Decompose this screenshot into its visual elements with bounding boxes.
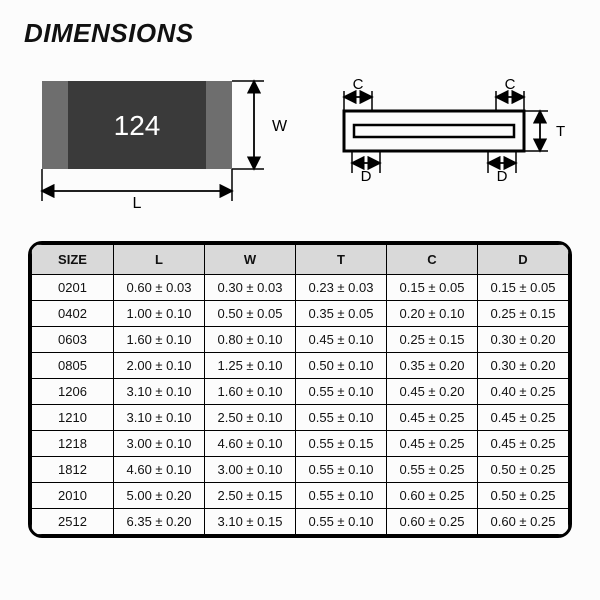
table-header-cell: W [205, 245, 296, 275]
table-cell: 0.25 ± 0.15 [478, 301, 569, 327]
table-cell: 1.60 ± 0.10 [205, 379, 296, 405]
dim-label-d-left: D [361, 168, 372, 185]
table-cell: 0.30 ± 0.03 [205, 275, 296, 301]
table-cell: 0402 [32, 301, 114, 327]
table-cell: 0805 [32, 353, 114, 379]
table-cell: 4.60 ± 0.10 [114, 457, 205, 483]
dim-label-l: L [133, 195, 142, 212]
chip-top-view: 124 W L [32, 63, 292, 213]
table-cell: 0.30 ± 0.20 [478, 353, 569, 379]
table-row: 20105.00 ± 0.202.50 ± 0.150.55 ± 0.100.6… [32, 483, 569, 509]
table-cell: 0.55 ± 0.10 [296, 483, 387, 509]
table-row: 18124.60 ± 0.103.00 ± 0.100.55 ± 0.100.5… [32, 457, 569, 483]
table-cell: 1206 [32, 379, 114, 405]
table-cell: 2.50 ± 0.10 [205, 405, 296, 431]
table-cell: 0.60 ± 0.25 [478, 509, 569, 535]
table-cell: 0.55 ± 0.10 [296, 379, 387, 405]
dim-label-d-right: D [497, 168, 508, 185]
table-cell: 2512 [32, 509, 114, 535]
table-cell: 3.00 ± 0.10 [114, 431, 205, 457]
table-header-row: SIZELWTCD [32, 245, 569, 275]
table-header-cell: L [114, 245, 205, 275]
dim-label-t: T [556, 123, 565, 140]
table-cell: 0.25 ± 0.15 [387, 327, 478, 353]
table-row: 12183.00 ± 0.104.60 ± 0.100.55 ± 0.150.4… [32, 431, 569, 457]
table-cell: 0.45 ± 0.10 [296, 327, 387, 353]
table-cell: 0.15 ± 0.05 [387, 275, 478, 301]
table-cell: 3.10 ± 0.10 [114, 379, 205, 405]
table-cell: 6.35 ± 0.20 [114, 509, 205, 535]
table-cell: 0.50 ± 0.25 [478, 483, 569, 509]
table-cell: 0.35 ± 0.20 [387, 353, 478, 379]
table-cell: 0.55 ± 0.10 [296, 509, 387, 535]
table-cell: 1210 [32, 405, 114, 431]
table-cell: 3.10 ± 0.10 [114, 405, 205, 431]
page-title: DIMENSIONS [24, 18, 576, 49]
table-cell: 0.80 ± 0.10 [205, 327, 296, 353]
table-header-cell: T [296, 245, 387, 275]
table-cell: 0.50 ± 0.25 [478, 457, 569, 483]
table-cell: 0.55 ± 0.10 [296, 405, 387, 431]
table-cell: 2010 [32, 483, 114, 509]
table-cell: 0.45 ± 0.25 [478, 405, 569, 431]
table-cell: 0.45 ± 0.25 [387, 405, 478, 431]
table-cell: 2.50 ± 0.15 [205, 483, 296, 509]
chip-label: 124 [114, 110, 161, 141]
dimension-diagram: 124 W L [24, 63, 576, 213]
table-cell: 0.60 ± 0.25 [387, 483, 478, 509]
table-row: 08052.00 ± 0.101.25 ± 0.100.50 ± 0.100.3… [32, 353, 569, 379]
table-cell: 0.55 ± 0.25 [387, 457, 478, 483]
table-cell: 0.60 ± 0.25 [387, 509, 478, 535]
chip-side-view: C C D D T [332, 63, 570, 213]
table-cell: 1218 [32, 431, 114, 457]
table-row: 12103.10 ± 0.102.50 ± 0.100.55 ± 0.100.4… [32, 405, 569, 431]
table-cell: 0201 [32, 275, 114, 301]
table-cell: 3.10 ± 0.15 [205, 509, 296, 535]
dim-label-c-right: C [505, 76, 516, 93]
table-cell: 0.45 ± 0.25 [478, 431, 569, 457]
table-cell: 1.25 ± 0.10 [205, 353, 296, 379]
table-cell: 0.23 ± 0.03 [296, 275, 387, 301]
table-cell: 1812 [32, 457, 114, 483]
table-cell: 0.60 ± 0.03 [114, 275, 205, 301]
table-row: 04021.00 ± 0.100.50 ± 0.050.35 ± 0.050.2… [32, 301, 569, 327]
table-cell: 0.50 ± 0.05 [205, 301, 296, 327]
table-cell: 0.45 ± 0.20 [387, 379, 478, 405]
table-cell: 1.00 ± 0.10 [114, 301, 205, 327]
table-header-cell: SIZE [32, 245, 114, 275]
table-cell: 0.50 ± 0.10 [296, 353, 387, 379]
dimensions-table: SIZELWTCD 02010.60 ± 0.030.30 ± 0.030.23… [31, 244, 569, 535]
table-row: 02010.60 ± 0.030.30 ± 0.030.23 ± 0.030.1… [32, 275, 569, 301]
table-cell: 0.45 ± 0.25 [387, 431, 478, 457]
table-cell: 4.60 ± 0.10 [205, 431, 296, 457]
table-header-cell: C [387, 245, 478, 275]
table-row: 25126.35 ± 0.203.10 ± 0.150.55 ± 0.100.6… [32, 509, 569, 535]
table-cell: 0.15 ± 0.05 [478, 275, 569, 301]
table-cell: 0.30 ± 0.20 [478, 327, 569, 353]
table-cell: 1.60 ± 0.10 [114, 327, 205, 353]
dim-label-c-left: C [353, 76, 364, 93]
table-cell: 0.40 ± 0.25 [478, 379, 569, 405]
table-row: 06031.60 ± 0.100.80 ± 0.100.45 ± 0.100.2… [32, 327, 569, 353]
table-cell: 0.55 ± 0.15 [296, 431, 387, 457]
table-cell: 0603 [32, 327, 114, 353]
table-cell: 5.00 ± 0.20 [114, 483, 205, 509]
table-cell: 3.00 ± 0.10 [205, 457, 296, 483]
dimensions-table-wrap: SIZELWTCD 02010.60 ± 0.030.30 ± 0.030.23… [28, 241, 572, 538]
table-cell: 0.35 ± 0.05 [296, 301, 387, 327]
table-cell: 0.55 ± 0.10 [296, 457, 387, 483]
table-cell: 0.20 ± 0.10 [387, 301, 478, 327]
table-cell: 2.00 ± 0.10 [114, 353, 205, 379]
table-row: 12063.10 ± 0.101.60 ± 0.100.55 ± 0.100.4… [32, 379, 569, 405]
table-header-cell: D [478, 245, 569, 275]
dim-label-w: W [272, 118, 288, 135]
